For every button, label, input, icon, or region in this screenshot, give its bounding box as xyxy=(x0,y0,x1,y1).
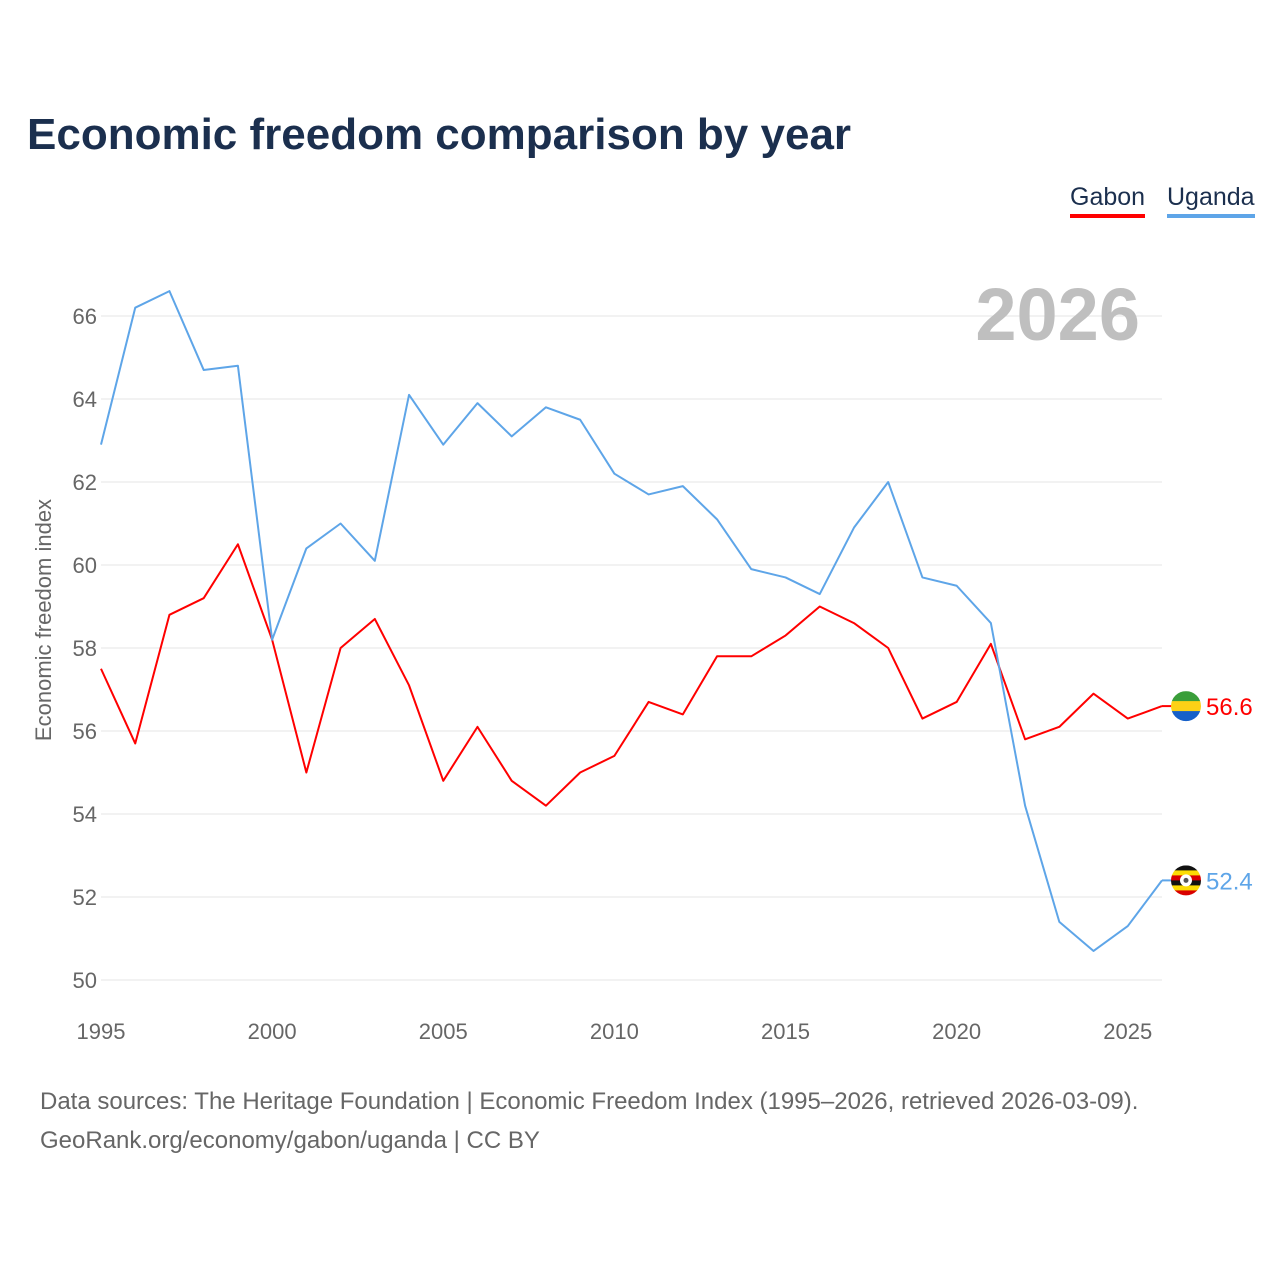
y-tick-label: 60 xyxy=(73,553,97,578)
y-tick-label: 56 xyxy=(73,719,97,744)
year-watermark: 2026 xyxy=(975,273,1140,356)
chart-title: Economic freedom comparison by year xyxy=(27,110,852,159)
y-tick-label: 52 xyxy=(73,885,97,910)
x-tick-label: 2005 xyxy=(419,1019,468,1044)
end-label-gabon: 56.6 xyxy=(1206,694,1253,721)
series-line-uganda xyxy=(100,290,1163,952)
x-axis-ticks: 1995 2000 2005 2010 2015 2020 2025 xyxy=(77,1019,1153,1044)
flag-stripe xyxy=(1171,870,1201,876)
y-tick-label: 62 xyxy=(73,470,97,495)
x-tick-label: 2010 xyxy=(590,1019,639,1044)
y-axis-ticks: 50 52 54 56 58 60 62 64 66 xyxy=(73,304,97,993)
y-tick-label: 64 xyxy=(73,387,97,412)
data-sources: Data sources: The Heritage Foundation | … xyxy=(40,1088,1139,1115)
line-chart: 50 52 54 56 58 60 62 64 66 1995 2000 2005 2010 2015 2… xyxy=(31,273,1253,1044)
credit-link[interactable]: GeoRank.org/economy/gabon/uganda | CC BY xyxy=(40,1127,540,1154)
x-tick-label: 2015 xyxy=(761,1019,810,1044)
y-tick-label: 50 xyxy=(73,968,97,993)
series-line-gabon xyxy=(100,543,1163,807)
end-markers: 56.6 52.4 xyxy=(1162,691,1253,896)
legend-gabon[interactable]: Gabon xyxy=(1070,183,1146,218)
x-tick-label: 2000 xyxy=(248,1019,297,1044)
y-axis-label: Economic freedom index xyxy=(31,499,56,741)
series-lines xyxy=(100,290,1163,952)
x-tick-label: 2025 xyxy=(1103,1019,1152,1044)
flag-stripe xyxy=(1171,885,1201,891)
flag-stripe xyxy=(1171,865,1201,871)
x-tick-label: 1995 xyxy=(77,1019,126,1044)
flag-stripe xyxy=(1171,711,1201,722)
x-tick-label: 2020 xyxy=(932,1019,981,1044)
y-tick-label: 54 xyxy=(73,802,97,827)
y-tick-label: 66 xyxy=(73,304,97,329)
flag-emblem-bird xyxy=(1183,877,1189,883)
legend-uganda[interactable]: Uganda xyxy=(1167,183,1255,218)
flag-stripe xyxy=(1171,691,1201,702)
gridlines xyxy=(101,315,1162,981)
end-label-uganda: 52.4 xyxy=(1206,868,1253,895)
flag-uganda-icon xyxy=(1171,865,1201,896)
y-tick-label: 58 xyxy=(73,636,97,661)
flag-stripe xyxy=(1171,701,1201,712)
flag-gabon-icon xyxy=(1171,691,1201,722)
flag-stripe xyxy=(1171,890,1201,896)
